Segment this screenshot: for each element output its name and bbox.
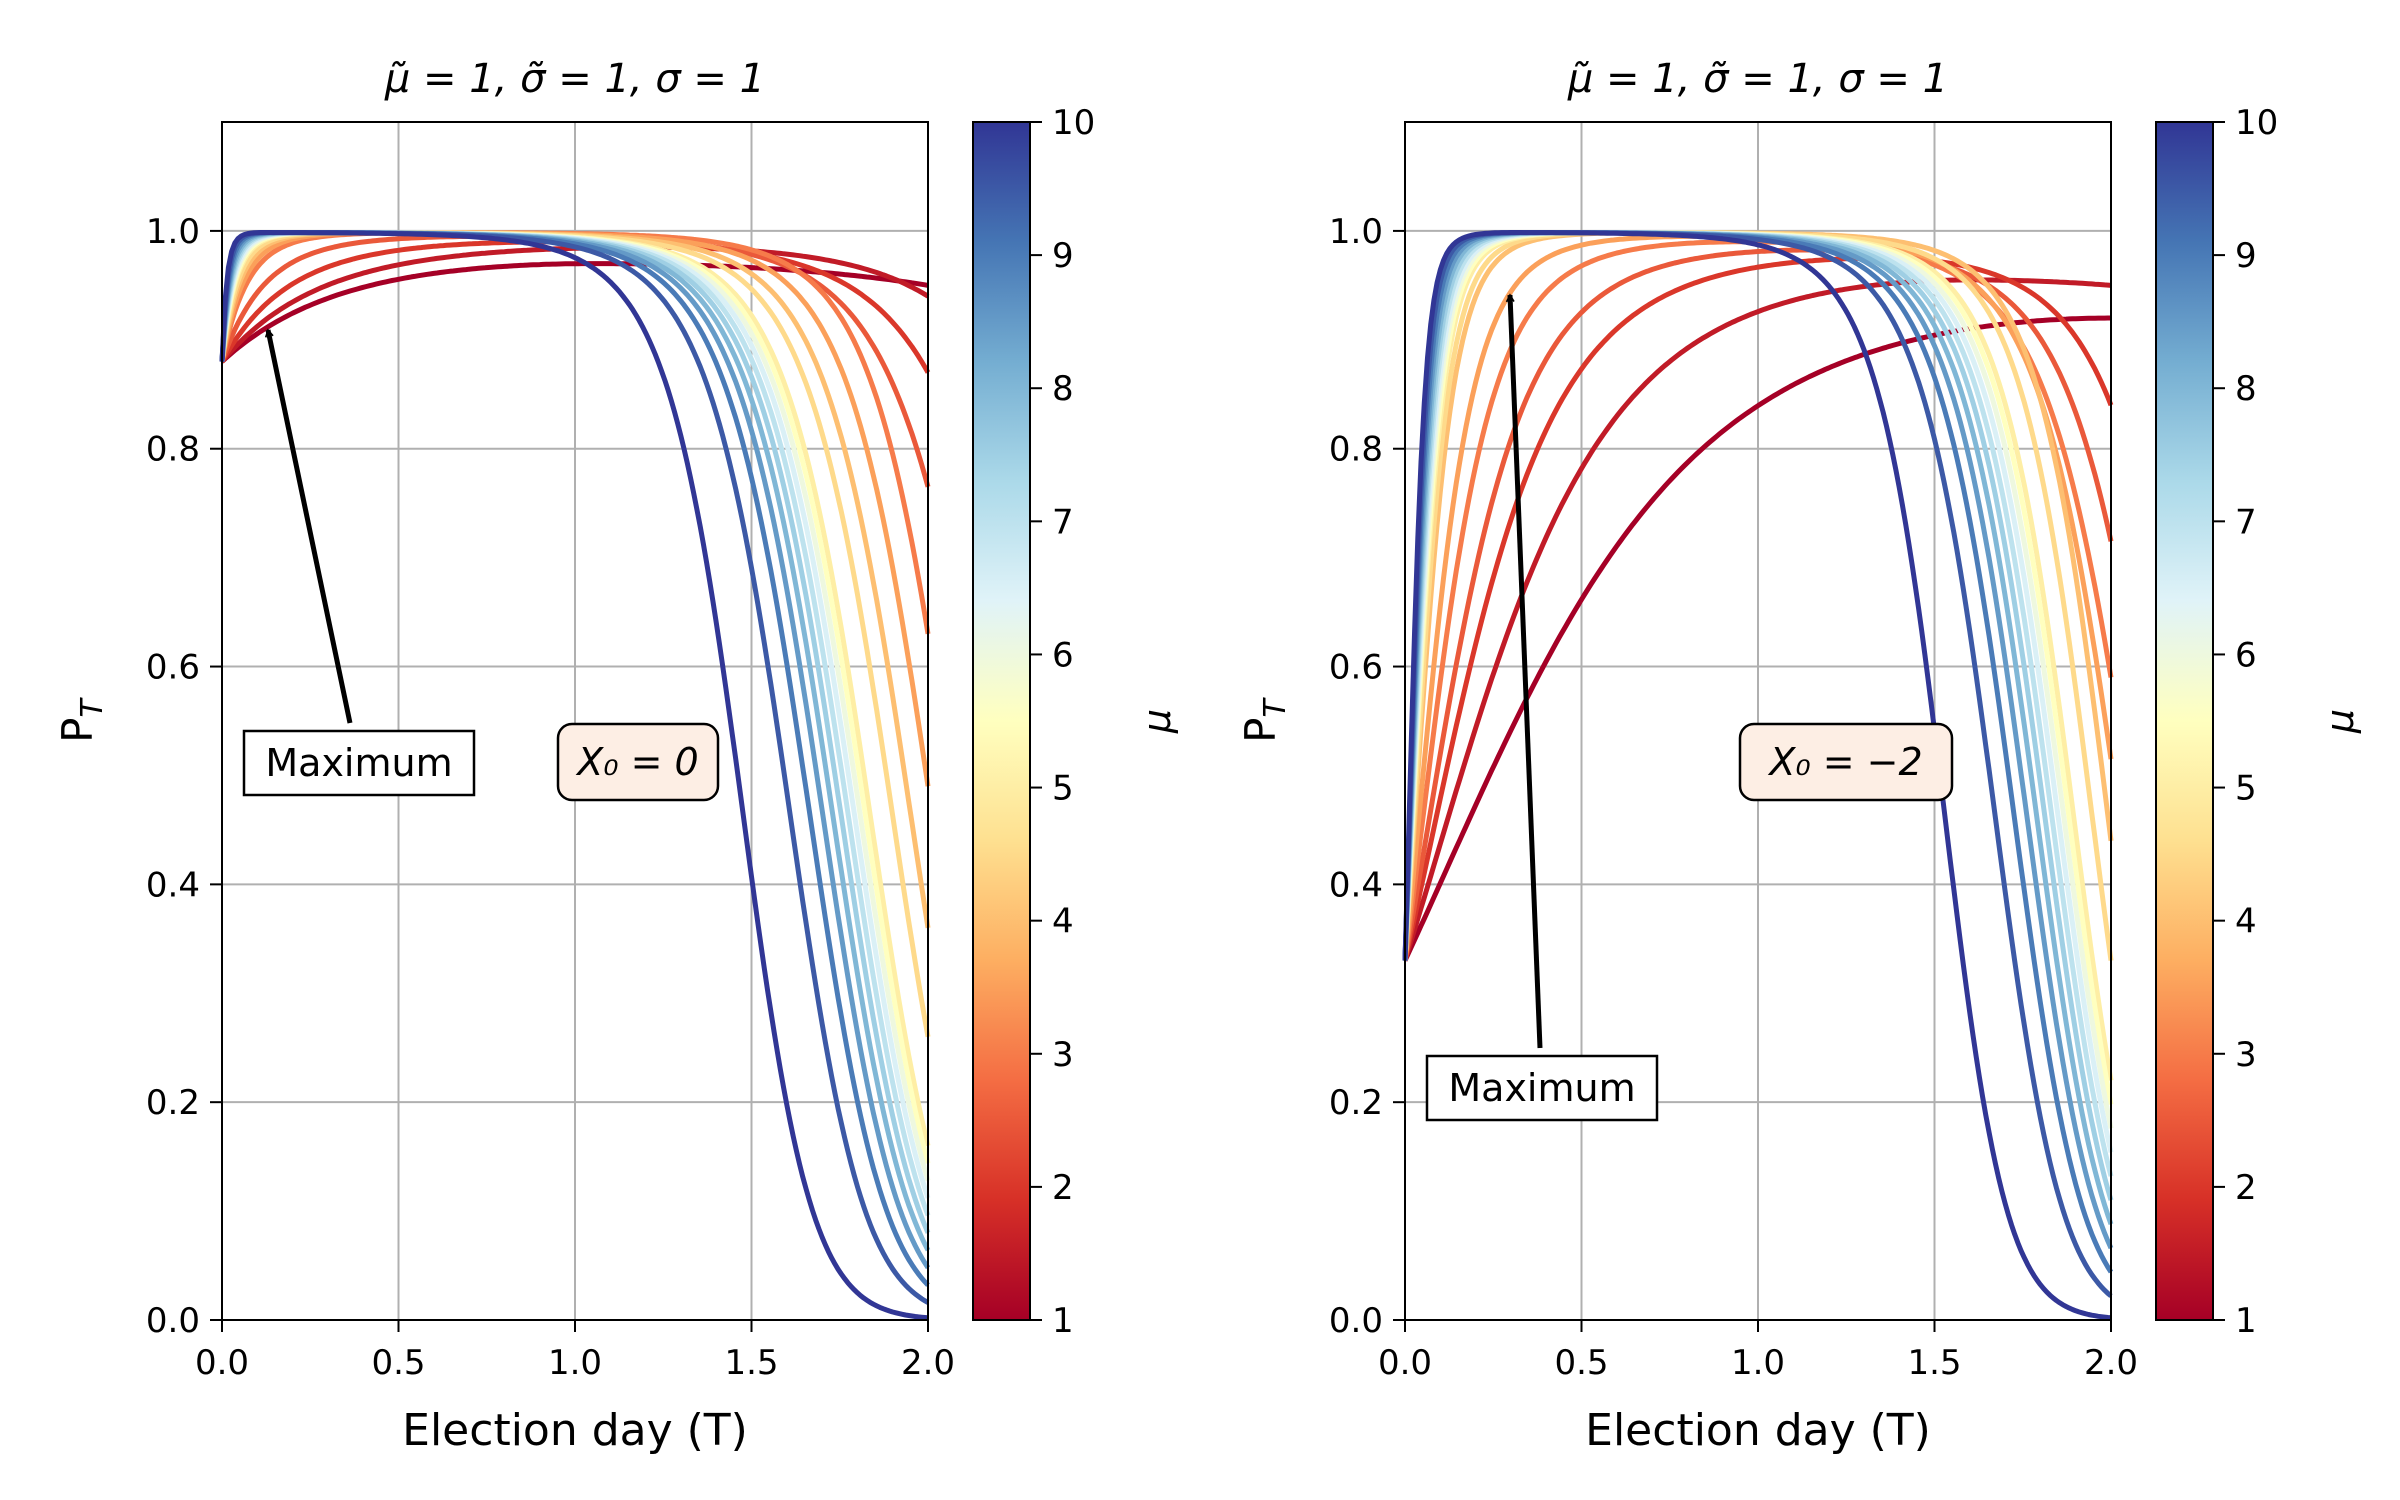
colorbar-tick-label: 5	[1052, 769, 1074, 809]
chart-title-1: μ̃ = 1, σ̃ = 1, σ = 1	[384, 56, 765, 102]
x-tick-label: 1.5	[1907, 1343, 1961, 1383]
y-tick-label: 0.0	[1329, 1301, 1383, 1341]
colorbar-tick-label: 6	[1052, 635, 1074, 675]
series-line	[1402, 255, 2114, 962]
maximum-label-1: Maximum	[265, 741, 452, 785]
colorbar-tick-label: 7	[2235, 502, 2257, 542]
y-tick-label: 0.4	[146, 865, 200, 905]
x-tick-label: 0.5	[1554, 1343, 1608, 1383]
colorbar-ticks-1: 1 2 3 4 5 6 7 8 9 10	[1030, 103, 1095, 1341]
x-tick-label: 2.0	[2084, 1343, 2138, 1383]
colorbar-tick-label: 10	[2235, 103, 2278, 143]
y-tick-label: 0.2	[1329, 1083, 1383, 1123]
colorbar-tick-label: 8	[1052, 369, 1074, 409]
colorbar-tick-label: 6	[2235, 635, 2257, 675]
maximum-arrow-1	[268, 330, 353, 724]
x-axis-label-1: Election day (T)	[402, 1405, 748, 1456]
colorbar-tick-label: 3	[1052, 1035, 1074, 1075]
x-tick-label: 0.0	[195, 1343, 249, 1383]
y-tick-label: 0.4	[1329, 865, 1383, 905]
y-axis-label-1: PT	[53, 697, 110, 743]
x-tick-label: 1.0	[548, 1343, 602, 1383]
x0-label-1: X₀ = 0	[575, 740, 698, 784]
colorbar-tick-label: 1	[1052, 1301, 1074, 1341]
y-tick-label: 0.8	[1329, 430, 1383, 470]
ticks-2: 0.0 0.5 1.0 1.5 2.0 0.0 0.2 0.4 0.6 0.8 1.0	[1329, 212, 2138, 1383]
ticks-1: 0.0 0.5 1.0 1.5 2.0 0.0 0.2 0.4 0.6 0.8 1.0	[146, 212, 955, 1383]
y-tick-label: 0.0	[146, 1301, 200, 1341]
colorbar-tick-label: 2	[1052, 1168, 1074, 1208]
x-tick-label: 0.0	[1378, 1343, 1432, 1383]
colorbar-tick-label: 7	[1052, 502, 1074, 542]
x0-label-box-1	[556, 722, 720, 802]
maximum-label-2: Maximum	[1448, 1066, 1635, 1110]
y-tick-label: 0.6	[1329, 648, 1383, 688]
y-tick-label: 0.8	[146, 430, 200, 470]
colorbar-label-2: μ	[2318, 709, 2362, 734]
colorbar-tick-label: 3	[2235, 1035, 2257, 1075]
colorbar-tick-label: 4	[2235, 902, 2257, 942]
colorbar-tick-label: 1	[2235, 1301, 2257, 1341]
panel-1: 0.0 0.5 1.0 1.5 2.0 0.0 0.2 0.4 0.6 0.8 1.0 μ̃ = 1…	[53, 56, 1179, 1456]
y-axis-label-2: PT	[1236, 697, 1293, 743]
x-tick-label: 1.5	[724, 1343, 778, 1383]
y-tick-label: 1.0	[146, 212, 200, 252]
colorbar-label-1: μ	[1135, 709, 1179, 734]
y-tick-label: 0.6	[146, 648, 200, 688]
panel-2: 0.0 0.5 1.0 1.5 2.0 0.0 0.2 0.4 0.6 0.8 1.0 μ̃ = 1…	[1236, 56, 2362, 1456]
colorbar-tick-label: 10	[1052, 103, 1095, 143]
colorbar-tick-label: 2	[2235, 1168, 2257, 1208]
curves-1	[219, 230, 931, 1321]
series-line	[220, 261, 929, 364]
colorbar-tick-label: 9	[1052, 236, 1074, 276]
chart-title-2: μ̃ = 1, σ̃ = 1, σ = 1	[1567, 56, 1948, 102]
x-tick-label: 2.0	[901, 1343, 955, 1383]
x-axis-label-2: Election day (T)	[1585, 1405, 1931, 1456]
colorbar-tick-label: 5	[2235, 769, 2257, 809]
x0-label-2: X₀ = −2	[1767, 740, 1922, 784]
colorbar-ticks-2: 1 2 3 4 5 6 7 8 9 10	[2213, 103, 2278, 1341]
series-line	[1402, 230, 2112, 1321]
colorbar-tick-label: 8	[2235, 369, 2257, 409]
colorbar-2	[2155, 121, 2214, 1321]
colorbar-1	[972, 121, 1031, 1321]
maximum-arrow-2	[1510, 295, 1543, 1049]
x0-label-box-2	[1738, 722, 1954, 802]
colorbar-tick-label: 9	[2235, 236, 2257, 276]
x-tick-label: 1.0	[1731, 1343, 1785, 1383]
maximum-label-box-2	[1425, 1054, 1659, 1122]
y-tick-label: 1.0	[1329, 212, 1383, 252]
series-line	[219, 230, 929, 1321]
y-tick-label: 0.2	[146, 1083, 200, 1123]
maximum-label-box-1	[242, 729, 476, 797]
x-tick-label: 0.5	[371, 1343, 425, 1383]
colorbar-tick-label: 4	[1052, 902, 1074, 942]
